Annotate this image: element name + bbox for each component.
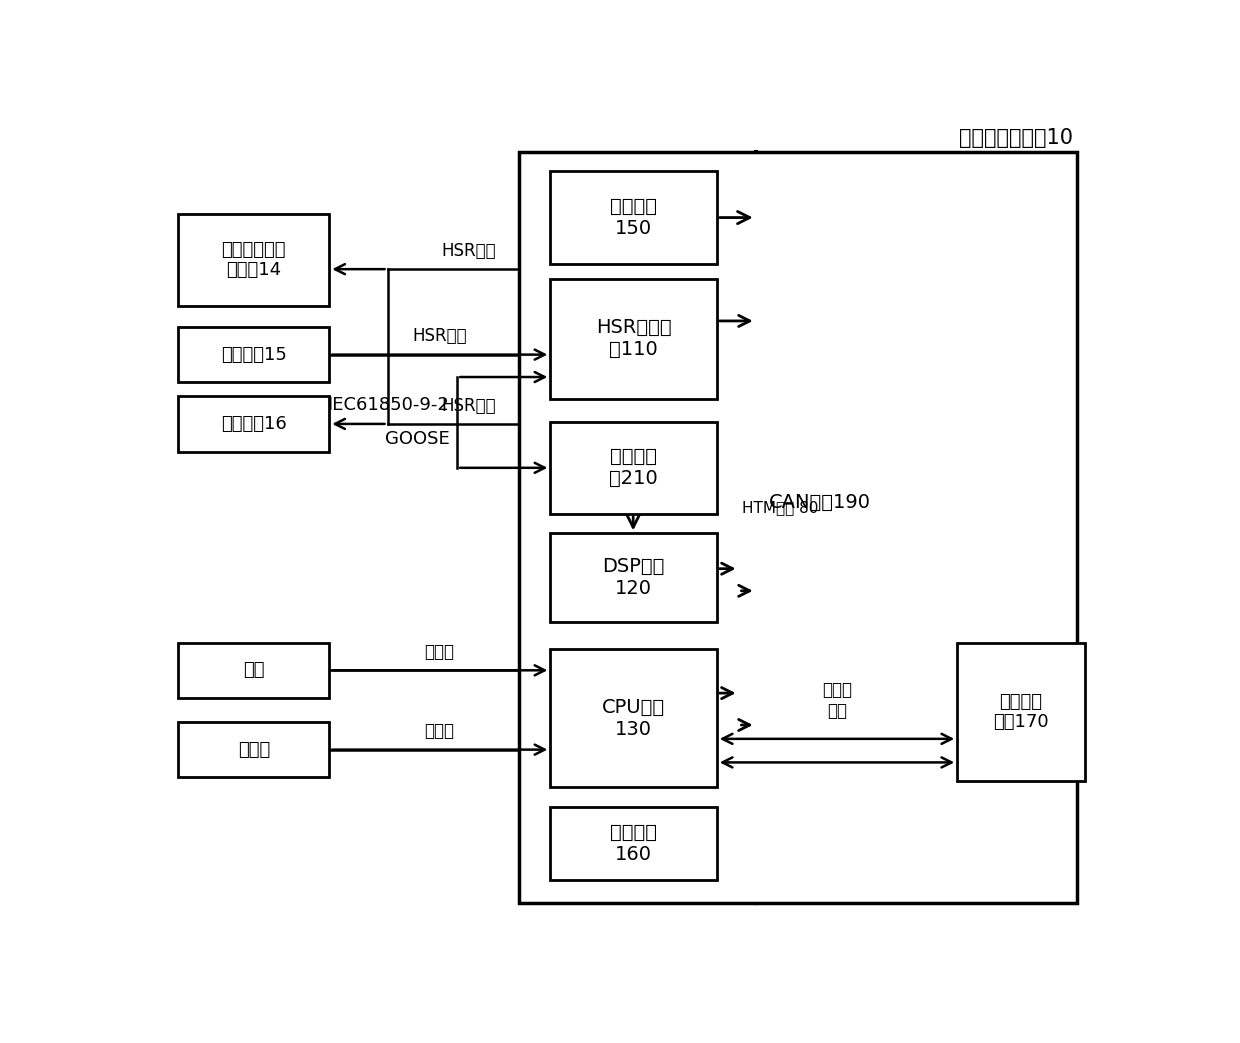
Text: HTM总线 80: HTM总线 80 [743, 501, 818, 515]
Text: HSR报文: HSR报文 [412, 328, 466, 345]
Text: GOOSE: GOOSE [384, 431, 449, 448]
Text: HSR报文: HSR报文 [441, 242, 496, 260]
Bar [551, 533, 717, 622]
Bar [551, 421, 717, 514]
Text: HSR接口插
件110: HSR接口插 件110 [595, 318, 671, 360]
Text: 以太网: 以太网 [424, 723, 454, 741]
Bar [957, 642, 1085, 781]
Text: 多间隔测控装罐10: 多间隔测控装罐10 [960, 128, 1074, 148]
Bar [551, 280, 717, 398]
Bar [551, 171, 717, 264]
Text: 电源插件
160: 电源插件 160 [610, 823, 657, 864]
Bar [520, 152, 1078, 903]
Bar [551, 806, 717, 879]
Bar [551, 649, 717, 787]
Text: 智能终端16: 智能终端16 [221, 415, 286, 433]
Text: 开入插件
150: 开入插件 150 [610, 197, 657, 238]
Text: 多间隔集成测
控对朱14: 多间隔集成测 控对朱14 [222, 241, 286, 280]
Bar [179, 396, 330, 452]
Text: 后台: 后台 [243, 661, 264, 679]
Text: DSP插件
120: DSP插件 120 [603, 557, 665, 598]
Text: IEC61850-9-2: IEC61850-9-2 [327, 396, 449, 414]
Bar [179, 642, 330, 698]
Bar [179, 214, 330, 306]
Text: CAN总线190: CAN总线190 [769, 493, 870, 512]
Text: CPU插件
130: CPU插件 130 [601, 698, 665, 738]
Text: 人机接口
插件170: 人机接口 插件170 [993, 693, 1049, 731]
Bar [179, 722, 330, 777]
Text: 网关机: 网关机 [238, 741, 270, 758]
Text: 光通讯模
块210: 光通讯模 块210 [609, 447, 658, 488]
Text: HSR报文: HSR报文 [441, 396, 496, 415]
Text: 合并单元15: 合并单元15 [221, 345, 286, 364]
Text: 以太网
串口: 以太网 串口 [822, 681, 852, 720]
Text: 以太网: 以太网 [424, 644, 454, 661]
Bar [179, 326, 330, 383]
